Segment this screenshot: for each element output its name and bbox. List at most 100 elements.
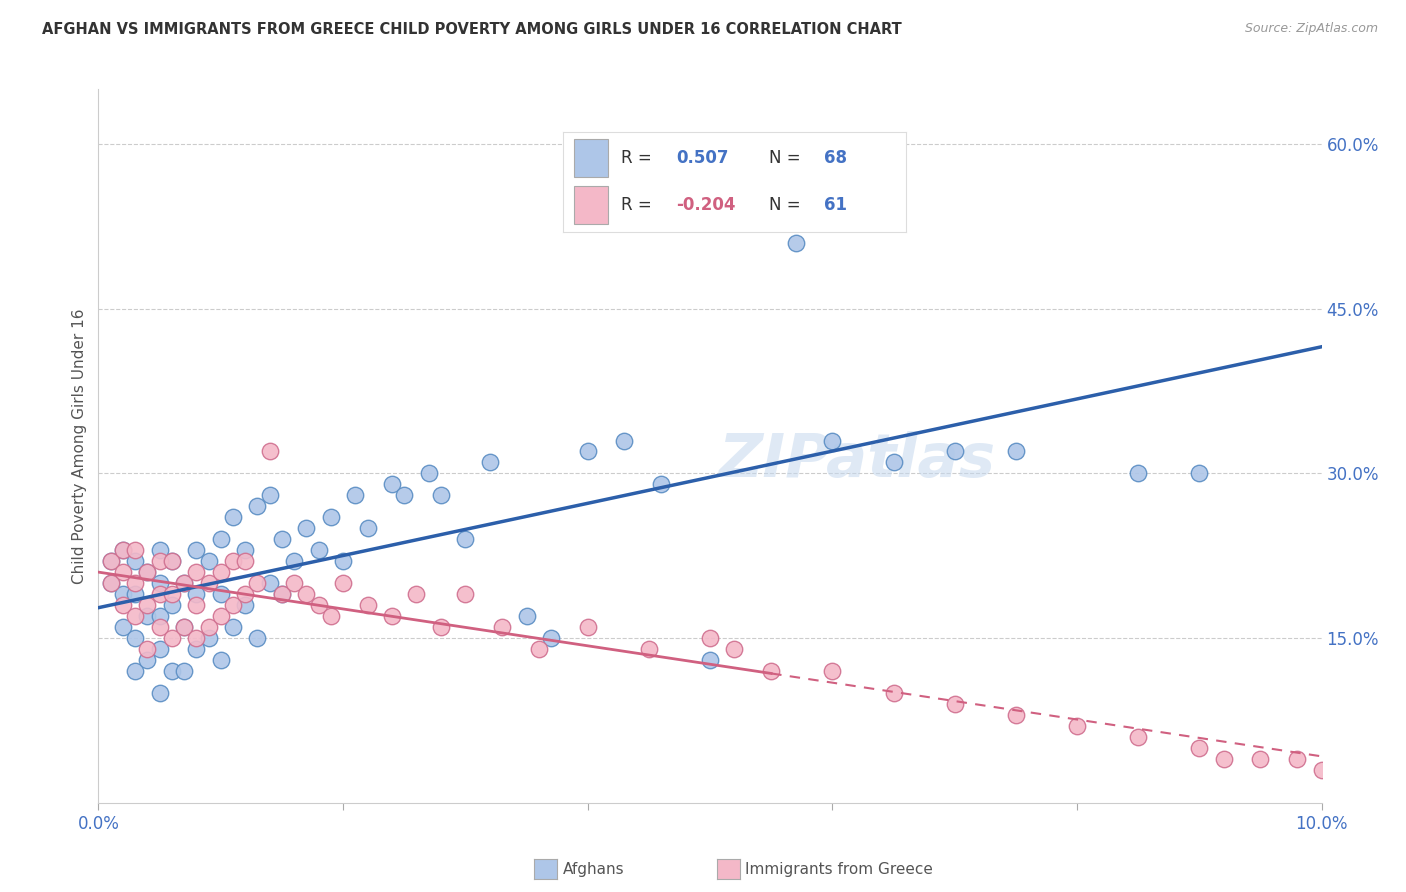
Point <box>637 642 661 657</box>
Point <box>283 554 305 568</box>
Point <box>173 664 195 678</box>
Point <box>356 521 378 535</box>
Text: AFGHAN VS IMMIGRANTS FROM GREECE CHILD POVERTY AMONG GIRLS UNDER 16 CORRELATION : AFGHAN VS IMMIGRANTS FROM GREECE CHILD P… <box>42 22 901 37</box>
FancyBboxPatch shape <box>574 186 607 224</box>
Point <box>381 609 404 624</box>
Point <box>222 554 245 568</box>
Point <box>418 467 440 481</box>
Point <box>209 566 232 580</box>
Point <box>735 192 758 206</box>
Point <box>1128 467 1150 481</box>
Point <box>943 444 966 458</box>
Point <box>1310 763 1333 777</box>
Point <box>576 620 599 634</box>
Point <box>319 510 342 524</box>
Point <box>222 620 245 634</box>
Point <box>222 510 245 524</box>
Point <box>1066 719 1088 733</box>
Point <box>124 631 146 645</box>
Point <box>136 653 159 667</box>
Point <box>259 488 281 502</box>
Point <box>186 631 208 645</box>
Text: 61: 61 <box>824 196 846 214</box>
Point <box>124 664 146 678</box>
Point <box>173 620 195 634</box>
Point <box>785 235 807 250</box>
Point <box>197 620 219 634</box>
Point <box>344 488 367 502</box>
Point <box>149 620 172 634</box>
Point <box>100 576 122 591</box>
Point <box>173 620 195 634</box>
Point <box>160 664 183 678</box>
Point <box>124 587 146 601</box>
Text: ZIPatlas: ZIPatlas <box>718 431 995 490</box>
Point <box>650 477 672 491</box>
Point <box>1188 467 1211 481</box>
Point <box>1286 752 1309 766</box>
FancyBboxPatch shape <box>574 139 607 177</box>
Point <box>149 543 172 558</box>
Point <box>111 620 134 634</box>
Point <box>283 576 305 591</box>
Text: 0.507: 0.507 <box>676 149 728 167</box>
Point <box>160 554 183 568</box>
Point <box>160 631 183 645</box>
Point <box>883 686 905 700</box>
Text: -0.204: -0.204 <box>676 196 735 214</box>
Point <box>209 533 232 547</box>
Point <box>943 697 966 711</box>
Point <box>723 642 745 657</box>
Point <box>149 642 172 657</box>
Point <box>149 554 172 568</box>
Point <box>149 609 172 624</box>
Point <box>136 609 159 624</box>
Point <box>149 576 172 591</box>
Y-axis label: Child Poverty Among Girls Under 16: Child Poverty Among Girls Under 16 <box>72 309 87 583</box>
Point <box>1212 752 1234 766</box>
Point <box>197 631 219 645</box>
Point <box>491 620 513 634</box>
Point <box>222 598 245 612</box>
Point <box>246 576 269 591</box>
Point <box>149 686 172 700</box>
Point <box>478 455 501 469</box>
Text: R =: R = <box>621 196 652 214</box>
Point <box>111 543 134 558</box>
Point <box>454 533 477 547</box>
Point <box>136 566 159 580</box>
Point <box>124 554 146 568</box>
Point <box>270 587 292 601</box>
Point <box>270 533 292 547</box>
Point <box>392 488 416 502</box>
Point <box>233 543 256 558</box>
Point <box>699 631 721 645</box>
Point <box>332 576 354 591</box>
Point <box>699 653 721 667</box>
Point <box>173 576 195 591</box>
Point <box>356 598 378 612</box>
Point <box>259 576 281 591</box>
Point <box>186 598 208 612</box>
Point <box>160 554 183 568</box>
Point <box>308 543 330 558</box>
Point <box>259 444 281 458</box>
Point <box>270 587 292 601</box>
Point <box>576 444 599 458</box>
Point <box>540 631 562 645</box>
Point <box>246 500 269 514</box>
Point <box>136 566 159 580</box>
Point <box>233 598 256 612</box>
Text: Source: ZipAtlas.com: Source: ZipAtlas.com <box>1244 22 1378 36</box>
Point <box>821 434 844 448</box>
Point <box>186 543 208 558</box>
Point <box>246 631 269 645</box>
Point <box>454 587 477 601</box>
Point <box>160 598 183 612</box>
Point <box>136 598 159 612</box>
Point <box>1249 752 1271 766</box>
Point <box>124 576 146 591</box>
Point <box>186 642 208 657</box>
Point <box>613 434 636 448</box>
Point <box>209 653 232 667</box>
